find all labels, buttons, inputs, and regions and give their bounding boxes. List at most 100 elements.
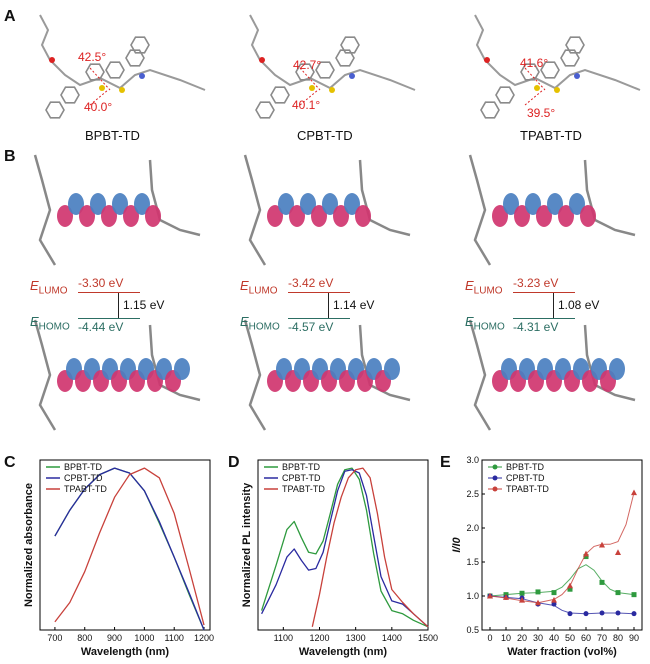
- orbital-bottom-2: [243, 319, 411, 431]
- dihedral-line: [524, 67, 546, 91]
- molecule-skeleton-1: [39, 14, 206, 119]
- x-tick-label: 60: [581, 633, 591, 643]
- orbital-lobe: [344, 193, 360, 215]
- gap-value: 1.15 eV: [123, 298, 165, 312]
- molecular-backbone: [243, 319, 267, 431]
- orbital-lobe: [536, 205, 552, 227]
- aromatic-ring: [565, 36, 585, 54]
- nitrogen-atom: [349, 73, 355, 79]
- energy-symbol: E: [240, 314, 249, 329]
- y-axis-label: Normalized absorbance: [23, 483, 35, 607]
- bond-chain: [474, 14, 641, 91]
- sulfur-atom: [554, 87, 560, 93]
- orbital-lobe: [57, 205, 73, 227]
- homo-label: EHOMO: [240, 314, 280, 332]
- data-point-square: [519, 590, 525, 596]
- fit-line-BPBT-TD: [489, 564, 635, 597]
- homo-value: -4.44 eV: [78, 320, 124, 334]
- data-point-triangle: [567, 582, 573, 589]
- lumo-label: ELUMO: [30, 278, 68, 296]
- x-tick-label: 1300: [346, 633, 366, 643]
- x-tick-label: 40: [549, 633, 559, 643]
- legend-label: TPABT-TD: [506, 484, 549, 494]
- molecular-backbone: [468, 154, 492, 266]
- orbital-lobe: [322, 193, 338, 215]
- panel-letter-c: C: [4, 454, 16, 471]
- homo-value: -4.57 eV: [288, 320, 334, 334]
- data-point-circle: [583, 611, 589, 617]
- orbital-lobe: [547, 193, 563, 215]
- sulfur-atom: [99, 85, 105, 91]
- data-point-square: [535, 589, 541, 595]
- aromatic-ring: [60, 86, 80, 104]
- lumo-label: ELUMO: [240, 278, 278, 296]
- data-point-circle: [631, 611, 637, 617]
- x-tick-label: 1200: [194, 633, 214, 643]
- molecule-name-cpbt: CPBT-TD: [297, 128, 353, 143]
- aromatic-ring: [45, 101, 65, 119]
- data-point-circle: [567, 611, 573, 617]
- y-tick-label: 2.0: [466, 523, 479, 533]
- data-point-triangle: [503, 594, 509, 600]
- x-tick-label: 1100: [274, 633, 293, 643]
- panel-letter-a: A: [4, 8, 16, 25]
- orbital-lobe: [558, 205, 574, 227]
- oxygen-atom: [259, 57, 265, 63]
- legend-label: CPBT-TD: [282, 473, 321, 483]
- lumo-value: -3.23 eV: [513, 276, 559, 290]
- bond-chain: [39, 14, 206, 91]
- molecule-skeleton-3: [474, 14, 641, 119]
- orbital-lobe: [492, 205, 508, 227]
- data-point-square: [615, 590, 621, 596]
- aromatic-ring: [495, 86, 515, 104]
- y-tick-label: 1.5: [466, 557, 479, 567]
- lumo-line: [513, 292, 575, 293]
- lumo-subscript: LUMO: [248, 285, 278, 297]
- data-point-square: [631, 592, 637, 598]
- y-tick-label: 1.0: [466, 591, 479, 601]
- lumo-subscript: LUMO: [473, 285, 503, 297]
- aromatic-ring: [270, 86, 290, 104]
- panel-letter-d: D: [228, 454, 240, 471]
- molecular-backbone: [33, 154, 57, 266]
- x-tick-label: 1100: [165, 633, 184, 643]
- sulfur-atom: [309, 85, 315, 91]
- angle-top-bpbt: 42.5°: [78, 50, 107, 64]
- aromatic-ring: [335, 49, 355, 67]
- data-point-triangle: [535, 599, 541, 606]
- orbital-top-2: [243, 154, 411, 266]
- data-point-square: [551, 590, 557, 596]
- sulfur-atom: [329, 87, 335, 93]
- series-line-TPABT-TD: [311, 467, 429, 628]
- chart-2: 1100 1200 1300 1400 1500 Wavelength (nm) Norma…: [241, 459, 438, 658]
- orbital-lobe: [503, 193, 519, 215]
- orbital-lobe: [384, 358, 400, 380]
- data-point-triangle: [519, 596, 525, 603]
- y-axis-label: Normalized PL intensity: [241, 482, 253, 607]
- orbital-lobe: [112, 193, 128, 215]
- plot-frame: [39, 459, 211, 631]
- legend-label: TPABT-TD: [282, 484, 325, 494]
- fit-line-TPABT-TD: [489, 492, 635, 604]
- homo-label: EHOMO: [30, 314, 70, 332]
- aromatic-ring: [105, 61, 125, 79]
- x-tick-label: 900: [107, 633, 122, 643]
- molecular-backbone: [468, 319, 492, 431]
- homo-line: [513, 318, 575, 319]
- plot-frame: [481, 459, 643, 631]
- x-tick-label: 10: [501, 633, 511, 643]
- molecular-backbone: [33, 319, 57, 431]
- aromatic-ring: [125, 49, 145, 67]
- data-point-square: [583, 554, 589, 560]
- legend-marker: [492, 486, 498, 492]
- molecule-name-bpbt: BPBT-TD: [85, 128, 140, 143]
- orbital-lobe: [525, 193, 541, 215]
- series-line-TPABT-TD: [54, 467, 205, 626]
- aromatic-ring: [295, 63, 315, 81]
- legend-label: CPBT-TD: [64, 473, 103, 483]
- lumo-value: -3.30 eV: [78, 276, 124, 290]
- molecule-skeleton-2: [249, 14, 416, 119]
- aromatic-ring: [520, 63, 540, 81]
- orbital-lobe: [289, 205, 305, 227]
- orbital-lobe: [134, 193, 150, 215]
